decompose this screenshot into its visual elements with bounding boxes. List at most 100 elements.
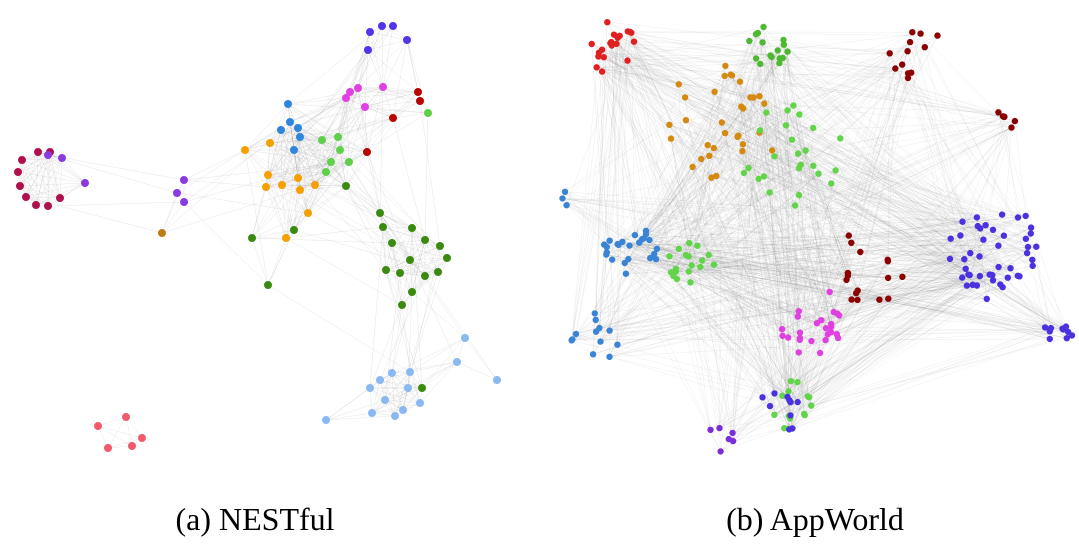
edge	[269, 142, 347, 187]
edge	[631, 32, 783, 59]
edge	[409, 245, 441, 261]
node	[283, 100, 292, 109]
edge	[299, 161, 350, 191]
edge	[183, 201, 269, 286]
edge	[176, 121, 291, 194]
edge	[724, 133, 775, 394]
edge	[645, 44, 785, 231]
edge	[628, 112, 767, 260]
edge	[813, 127, 841, 139]
edge	[602, 71, 1033, 261]
edge	[750, 32, 913, 98]
node	[442, 253, 451, 262]
edge	[730, 74, 849, 236]
edge	[691, 112, 999, 266]
edge	[769, 192, 1008, 278]
edge	[611, 41, 771, 56]
edge	[782, 217, 1019, 396]
edge	[770, 55, 858, 291]
edge	[307, 171, 327, 214]
edge	[724, 133, 790, 429]
node	[759, 394, 766, 401]
edge	[730, 74, 888, 260]
caption: (a) NESTful	[175, 501, 334, 537]
edge	[609, 108, 744, 357]
edge	[793, 105, 1012, 128]
edge	[793, 105, 832, 333]
edge	[571, 31, 629, 341]
edge	[794, 205, 966, 270]
edge	[787, 110, 801, 340]
edge	[402, 387, 423, 411]
edge	[732, 280, 994, 434]
edge	[669, 124, 1029, 248]
edge	[564, 97, 686, 193]
node	[675, 245, 682, 252]
edge	[566, 41, 911, 206]
edge	[670, 138, 721, 452]
edge	[384, 371, 411, 401]
edge	[782, 284, 973, 397]
edge	[739, 81, 775, 394]
edge	[743, 172, 822, 321]
edge	[47, 154, 185, 181]
edge	[787, 138, 841, 338]
edge	[606, 254, 858, 301]
edge	[895, 68, 1073, 336]
node	[704, 141, 711, 149]
edge	[609, 127, 1012, 357]
edge	[763, 176, 951, 260]
edge	[606, 192, 770, 255]
edge	[299, 136, 339, 191]
node	[784, 393, 791, 401]
edge	[639, 57, 783, 243]
node	[989, 226, 997, 233]
edge	[887, 53, 890, 262]
edge	[125, 416, 143, 439]
edge	[437, 245, 441, 273]
edge	[603, 244, 763, 398]
edge	[364, 106, 429, 114]
node	[876, 296, 883, 303]
edge	[411, 239, 426, 293]
node	[739, 140, 747, 148]
edge	[962, 221, 1028, 254]
node	[592, 316, 599, 324]
edge	[183, 142, 271, 203]
node	[796, 111, 803, 118]
edge	[628, 258, 788, 398]
edge	[21, 159, 27, 198]
edge	[562, 198, 810, 398]
edge	[895, 68, 1032, 234]
edge	[785, 125, 814, 166]
edge	[357, 49, 369, 89]
edge	[598, 56, 832, 333]
edge	[357, 31, 371, 89]
edge	[606, 254, 832, 325]
edge	[244, 149, 332, 163]
node	[754, 29, 762, 37]
node	[854, 287, 861, 294]
edge	[649, 239, 848, 274]
edge	[611, 45, 798, 403]
edge	[692, 166, 993, 276]
node	[397, 300, 406, 309]
edge	[895, 42, 911, 69]
node	[756, 92, 763, 100]
edge	[299, 97, 347, 138]
edge	[562, 58, 757, 199]
edge	[649, 239, 775, 415]
edge	[391, 361, 458, 374]
node	[769, 147, 776, 154]
edge	[337, 136, 448, 259]
edge	[571, 340, 788, 398]
edge	[792, 352, 821, 429]
edge	[799, 299, 852, 340]
edge	[643, 235, 1004, 239]
node	[698, 257, 706, 264]
edge	[19, 185, 49, 207]
node	[675, 81, 682, 88]
edge	[357, 87, 419, 93]
edge	[325, 412, 373, 421]
edge	[596, 239, 984, 332]
